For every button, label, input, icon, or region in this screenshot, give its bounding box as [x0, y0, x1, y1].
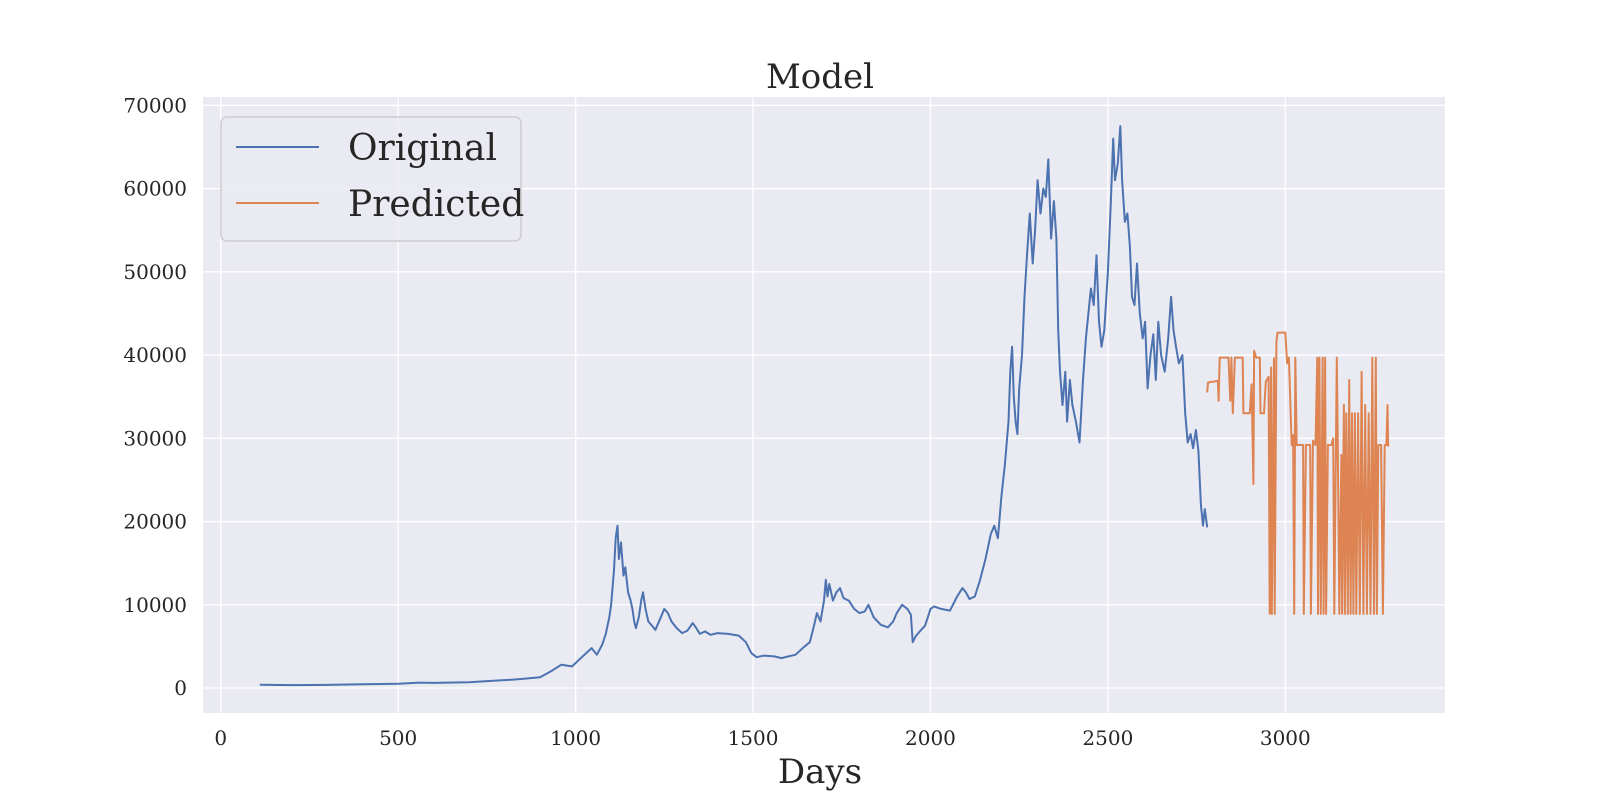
legend-label-original: Original: [348, 128, 497, 169]
y-tick-label: 60000: [123, 177, 187, 201]
tick-labels: 0 500 1000 1500 2000 2500 30000100002000030000…: [123, 93, 1310, 750]
x-tick-label: 1500: [728, 726, 779, 750]
x-tick-label: 1000: [550, 726, 601, 750]
y-tick-label: 50000: [123, 260, 187, 284]
x-axis-label: Days: [778, 752, 862, 792]
x-tick-label: 500: [379, 726, 417, 750]
series-lines: [259, 125, 1390, 687]
x-tick-label: 2500: [1082, 726, 1133, 750]
y-tick-label: 70000: [123, 93, 187, 117]
legend: Original Predicted: [220, 116, 524, 242]
y-tick-label: 10000: [123, 593, 187, 617]
x-tick-label: 2000: [905, 726, 956, 750]
series-line-original: [259, 125, 1209, 687]
series-line-predicted: [1206, 331, 1390, 615]
legend-label-predicted: Predicted: [348, 184, 524, 225]
grid-lines: [203, 97, 1445, 713]
y-tick-label: 0: [174, 676, 187, 700]
y-tick-label: 40000: [123, 343, 187, 367]
y-tick-label: 20000: [123, 510, 187, 534]
x-tick-label: 0: [214, 726, 227, 750]
chart-title: Model: [766, 57, 874, 97]
x-tick-label: 3000: [1260, 726, 1311, 750]
y-tick-label: 30000: [123, 426, 187, 450]
